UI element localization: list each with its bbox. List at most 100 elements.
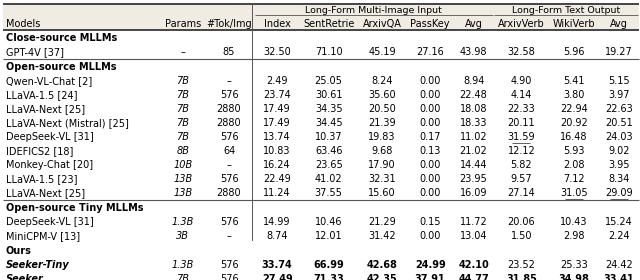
Bar [3,59,639,74]
Text: DeepSeek-VL [31]: DeepSeek-VL [31] [6,132,93,142]
Text: 41.02: 41.02 [315,174,342,184]
Text: 0.00: 0.00 [419,160,441,170]
Text: 5.41: 5.41 [563,76,585,86]
Text: 27.16: 27.16 [416,47,444,57]
Text: ArxivQA: ArxivQA [363,18,401,29]
Text: Seeker-Tiny: Seeker-Tiny [6,260,70,270]
Text: 576: 576 [220,174,238,184]
Text: 20.92: 20.92 [560,118,588,128]
Text: 2880: 2880 [217,104,241,114]
Text: 20.06: 20.06 [508,217,535,227]
Bar [3,200,639,215]
Text: #Tok/Img: #Tok/Img [206,18,252,29]
Text: 16.09: 16.09 [460,188,487,198]
Text: LLaVA-Next (Mistral) [25]: LLaVA-Next (Mistral) [25] [6,118,129,128]
Text: 0.15: 0.15 [419,217,441,227]
Text: 42.10: 42.10 [458,260,489,270]
Text: 13B: 13B [173,188,192,198]
Text: DeepSeek-VL [31]: DeepSeek-VL [31] [6,217,93,227]
Text: 1.3B: 1.3B [172,217,194,227]
Text: 22.49: 22.49 [263,174,291,184]
Text: 16.48: 16.48 [560,132,588,142]
Text: 63.46: 63.46 [315,146,342,156]
Text: 12.12: 12.12 [508,146,535,156]
Text: 7B: 7B [176,132,189,142]
Text: 1.3B: 1.3B [172,260,194,270]
Text: 31.05: 31.05 [560,188,588,198]
Text: 13.74: 13.74 [264,132,291,142]
Text: 23.74: 23.74 [263,90,291,100]
Text: 23.52: 23.52 [508,260,535,270]
Bar [3,144,639,158]
Text: 34.45: 34.45 [315,118,342,128]
Text: 10B: 10B [173,160,192,170]
Text: 4.14: 4.14 [511,90,532,100]
Text: 7B: 7B [176,76,189,86]
Bar [3,45,639,59]
Bar [3,116,639,130]
Text: 19.27: 19.27 [605,47,633,57]
Text: 20.11: 20.11 [508,118,535,128]
Text: 22.94: 22.94 [560,104,588,114]
Bar [3,229,639,243]
Text: LLaVA-Next [25]: LLaVA-Next [25] [6,104,85,114]
Bar [3,215,639,229]
Text: 8.94: 8.94 [463,76,484,86]
Text: –: – [180,47,185,57]
Text: 7.12: 7.12 [563,174,585,184]
Bar [3,186,639,200]
Text: Qwen-VL-Chat [2]: Qwen-VL-Chat [2] [6,76,92,86]
Text: 1.50: 1.50 [511,231,532,241]
Text: LLaVA-1.5 [23]: LLaVA-1.5 [23] [6,174,77,184]
Text: –: – [227,160,232,170]
Text: 0.00: 0.00 [419,90,441,100]
Text: Avg: Avg [465,18,483,29]
Text: 22.33: 22.33 [508,104,535,114]
Text: 31.85: 31.85 [506,274,537,280]
Text: 5.93: 5.93 [563,146,585,156]
Text: Models: Models [6,18,40,29]
Text: 12.01: 12.01 [315,231,342,241]
Text: 2.08: 2.08 [563,160,585,170]
Text: 33.74: 33.74 [262,260,292,270]
Text: 32.31: 32.31 [368,174,396,184]
Bar [3,130,639,144]
Text: 0.00: 0.00 [419,231,441,241]
Text: 18.33: 18.33 [460,118,487,128]
Text: 37.55: 37.55 [315,188,342,198]
Text: Long-Form Multi-Image Input: Long-Form Multi-Image Input [305,6,442,15]
Text: 14.44: 14.44 [460,160,487,170]
Text: 17.49: 17.49 [264,118,291,128]
Text: 10.43: 10.43 [560,217,588,227]
Text: 18.08: 18.08 [460,104,487,114]
Bar [3,258,639,272]
Text: 32.58: 32.58 [508,47,535,57]
Text: 21.39: 21.39 [368,118,396,128]
Text: 35.60: 35.60 [368,90,396,100]
Text: 8.34: 8.34 [608,174,630,184]
Text: 45.19: 45.19 [368,47,396,57]
Text: 2.49: 2.49 [266,76,288,86]
Text: 9.68: 9.68 [371,146,393,156]
Text: –: – [227,231,232,241]
Text: 24.99: 24.99 [415,260,445,270]
Text: 2.98: 2.98 [563,231,585,241]
Text: 3.97: 3.97 [608,90,630,100]
Text: 576: 576 [220,260,238,270]
Text: 0.13: 0.13 [419,146,441,156]
Text: Close-source MLLMs: Close-source MLLMs [6,33,117,43]
Text: 7B: 7B [176,118,189,128]
Text: 25.05: 25.05 [315,76,342,86]
Bar [3,243,639,258]
Text: 8.74: 8.74 [266,231,288,241]
Text: 3.80: 3.80 [563,90,585,100]
Text: 27.14: 27.14 [508,188,535,198]
Text: Index: Index [264,18,291,29]
Text: 5.82: 5.82 [511,160,532,170]
Text: 15.24: 15.24 [605,217,633,227]
Text: 44.77: 44.77 [458,274,489,280]
Text: 21.02: 21.02 [460,146,488,156]
Text: Ours: Ours [6,246,31,256]
Text: Avg: Avg [610,18,628,29]
Text: 10.37: 10.37 [315,132,342,142]
